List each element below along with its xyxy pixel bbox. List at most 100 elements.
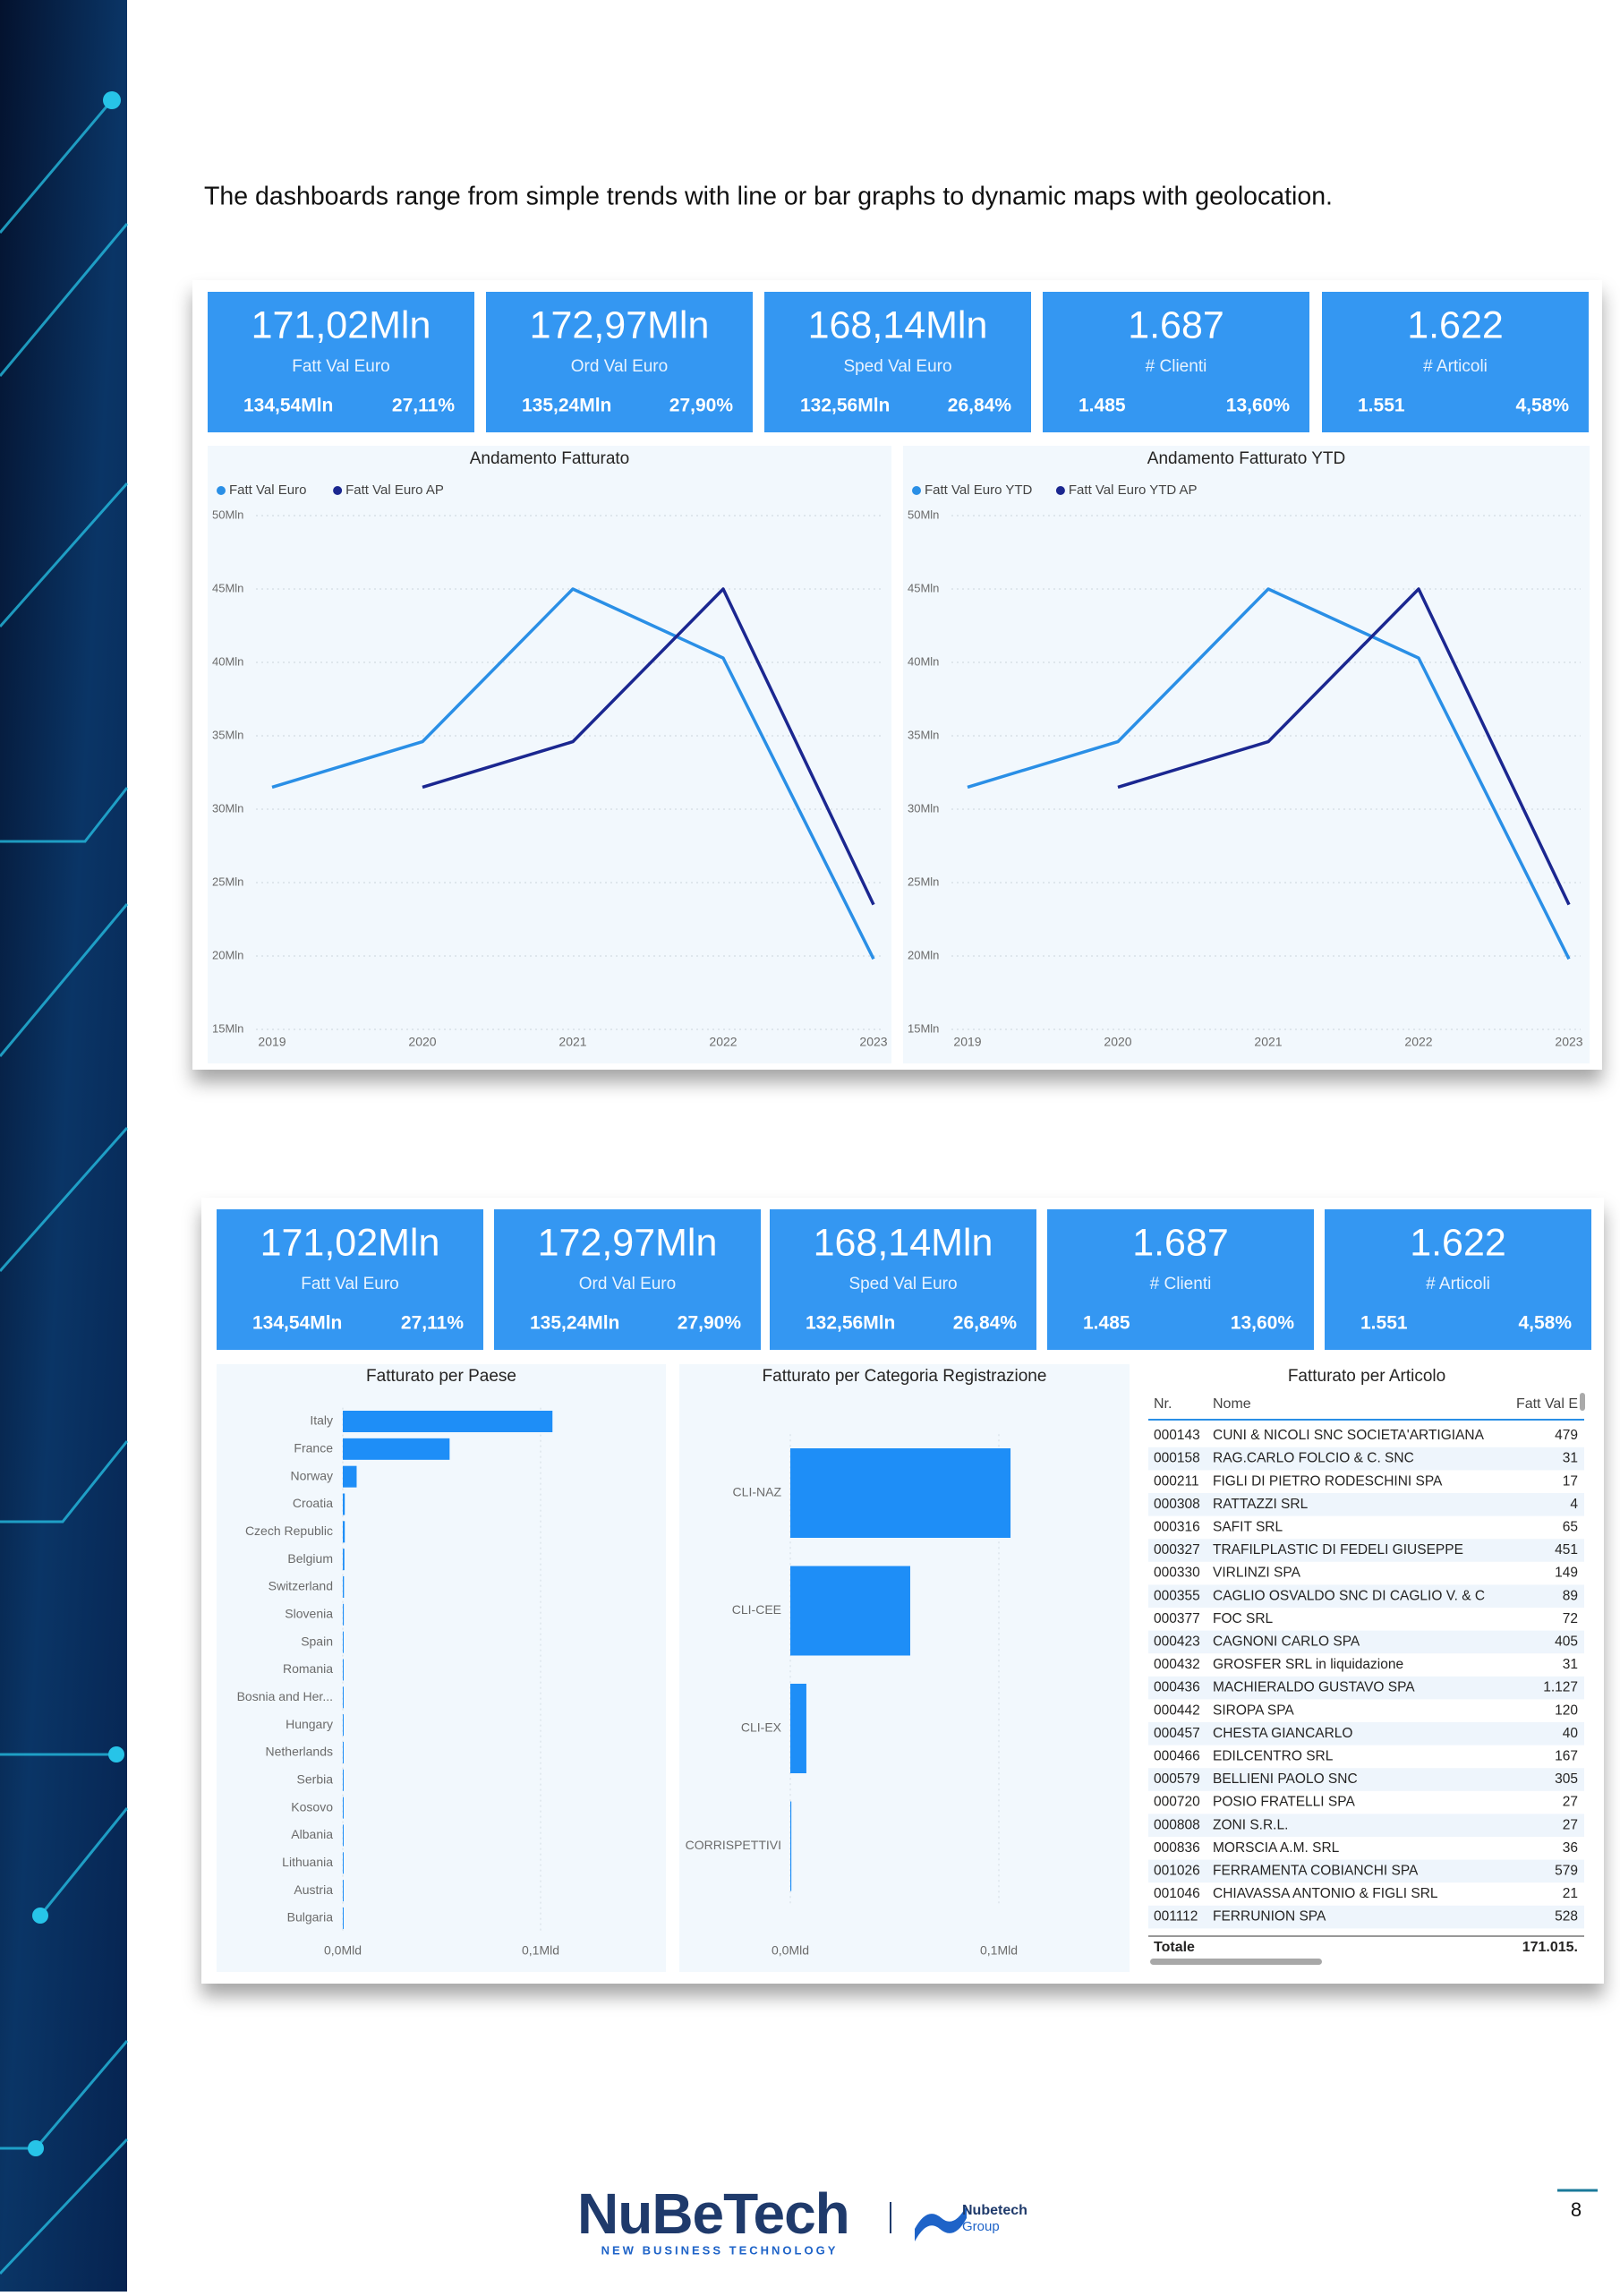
- table-cell: 001046: [1154, 1886, 1200, 1901]
- legend-label: Fatt Val Euro: [229, 482, 306, 498]
- kpi-card: [494, 1209, 761, 1350]
- y-tick-label: 25Mln: [212, 875, 243, 888]
- kpi-label: Sped Val Euro: [843, 357, 951, 376]
- kpi-card: [1043, 292, 1309, 432]
- kpi-previous: 1.551: [1358, 396, 1405, 416]
- legend-marker: [217, 486, 226, 495]
- table-cell: FIGLI DI PIETRO RODESCHINI SPA: [1213, 1473, 1443, 1489]
- footer: [890, 2189, 1598, 2241]
- table-cell: SAFIT SRL: [1213, 1519, 1283, 1534]
- x-tick-label: 2023: [859, 1035, 887, 1049]
- kpi-card: [486, 292, 753, 432]
- table-cell: 579: [1555, 1863, 1578, 1878]
- table-cell: EDILCENTRO SRL: [1213, 1748, 1334, 1763]
- table-cell: FERRAMENTA COBIANCHI SPA: [1213, 1863, 1419, 1878]
- x-tick-label: 0,0Mld: [324, 1943, 362, 1958]
- kpi-previous: 1.485: [1079, 396, 1126, 416]
- kpi-label: Ord Val Euro: [571, 357, 668, 376]
- kpi-delta: 27,90%: [678, 1313, 742, 1334]
- table-cell: 21: [1563, 1886, 1578, 1901]
- table-cell: 65: [1563, 1519, 1578, 1534]
- kpi-label: # Clienti: [1150, 1275, 1212, 1293]
- series-line: [1117, 587, 1571, 906]
- footer-tagline: NEW BUSINESS TECHNOLOGY: [601, 2243, 839, 2257]
- table-cell: 000308: [1154, 1497, 1200, 1512]
- page-number: 8: [1571, 2198, 1582, 2221]
- strip-bg: [0, 0, 127, 2292]
- table-cell: CHIAVASSA ANTONIO & FIGLI SRL: [1213, 1886, 1438, 1901]
- table-cell: 000143: [1154, 1428, 1200, 1443]
- table-cell: 167: [1555, 1748, 1578, 1763]
- total-label: Totale: [1154, 1940, 1195, 1955]
- table-cell: 528: [1555, 1909, 1578, 1925]
- table-cell: 72: [1563, 1611, 1578, 1626]
- intro-text: The dashboards range from simple trends …: [204, 183, 1333, 211]
- series-line: [422, 587, 875, 906]
- row-band: [1148, 1676, 1584, 1700]
- table-cell: RATTAZZI SRL: [1213, 1497, 1309, 1512]
- table-cell: TRAFILPLASTIC DI FEDELI GIUSEPPE: [1213, 1542, 1463, 1558]
- kpi-label: Fatt Val Euro: [292, 357, 389, 376]
- circuit: [0, 99, 114, 234]
- row-band: [1148, 1630, 1584, 1654]
- kpi-label: # Articoli: [1423, 357, 1488, 376]
- table-cell: CUNI & NICOLI SNC SOCIETA'ARTIGIANA: [1213, 1428, 1485, 1443]
- kpi-card: [1047, 1209, 1314, 1350]
- x-tick-label: 2020: [1104, 1035, 1131, 1049]
- bar: [790, 1684, 806, 1773]
- series-line: [967, 587, 1571, 960]
- table-cell: ZONI S.R.L.: [1213, 1817, 1288, 1832]
- circuit: [0, 903, 129, 1057]
- y-tick-label: 15Mln: [908, 1021, 939, 1035]
- y-tick-label: 50Mln: [212, 508, 243, 521]
- row-band: [1148, 1722, 1584, 1745]
- table-cell: 120: [1555, 1703, 1578, 1718]
- table-cell: 4: [1570, 1497, 1578, 1512]
- table-cell: 31: [1563, 1451, 1578, 1466]
- kpi-card: [208, 292, 474, 432]
- bar: [343, 1631, 344, 1653]
- row-band: [1148, 1814, 1584, 1837]
- bar: [343, 1714, 344, 1737]
- category-label: Albania: [291, 1827, 333, 1841]
- y-tick-label: 45Mln: [908, 581, 939, 594]
- table-cell: 000720: [1154, 1795, 1200, 1810]
- circuit-node: [108, 1746, 124, 1763]
- x-tick-label: 2022: [709, 1035, 737, 1049]
- x-tick-label: 0,0Mld: [772, 1943, 809, 1958]
- legend-label: Fatt Val Euro YTD AP: [1069, 482, 1198, 498]
- table-cell: 001112: [1154, 1909, 1198, 1925]
- bar: [343, 1907, 344, 1929]
- category-label: Norway: [291, 1468, 333, 1482]
- bar: [343, 1603, 345, 1626]
- table-cell: 000211: [1154, 1473, 1199, 1489]
- kpi-card: [217, 1209, 483, 1350]
- row-band: [1148, 1859, 1584, 1883]
- group-name: Nubetech: [962, 2203, 1027, 2218]
- x-tick-label: 2021: [558, 1035, 586, 1049]
- bar: [343, 1852, 344, 1874]
- y-tick-label: 50Mln: [908, 508, 939, 521]
- bar: [343, 1797, 344, 1819]
- x-tick-label: 0,1Mld: [980, 1943, 1018, 1958]
- kpi-delta: 26,84%: [948, 396, 1012, 416]
- chart-panel: [208, 446, 891, 1063]
- kpi-label: Fatt Val Euro: [301, 1275, 398, 1293]
- table-cell: 405: [1555, 1634, 1578, 1649]
- table-cell: 000377: [1154, 1611, 1200, 1626]
- kpi-value: 1.622: [1407, 303, 1504, 346]
- table-cell: GROSFER SRL in liquidazione: [1213, 1657, 1403, 1672]
- table-cell: CAGNONI CARLO SPA: [1213, 1634, 1360, 1649]
- footer-logo: NuBeTech: [577, 2181, 849, 2246]
- table-cell: 89: [1563, 1588, 1578, 1603]
- kpi-card: [770, 1209, 1036, 1350]
- chart-panel: [217, 1364, 666, 1972]
- kpi-value: 1.687: [1132, 1221, 1229, 1264]
- kpi-delta: 27,90%: [669, 396, 734, 416]
- table-cell: POSIO FRATELLI SPA: [1213, 1795, 1355, 1810]
- chart-panel: [903, 446, 1590, 1063]
- table-cell: 31: [1563, 1657, 1578, 1672]
- kpi-delta: 27,11%: [392, 396, 455, 416]
- kpi-previous: 134,54Mln: [243, 396, 333, 416]
- y-tick-label: 20Mln: [212, 948, 243, 961]
